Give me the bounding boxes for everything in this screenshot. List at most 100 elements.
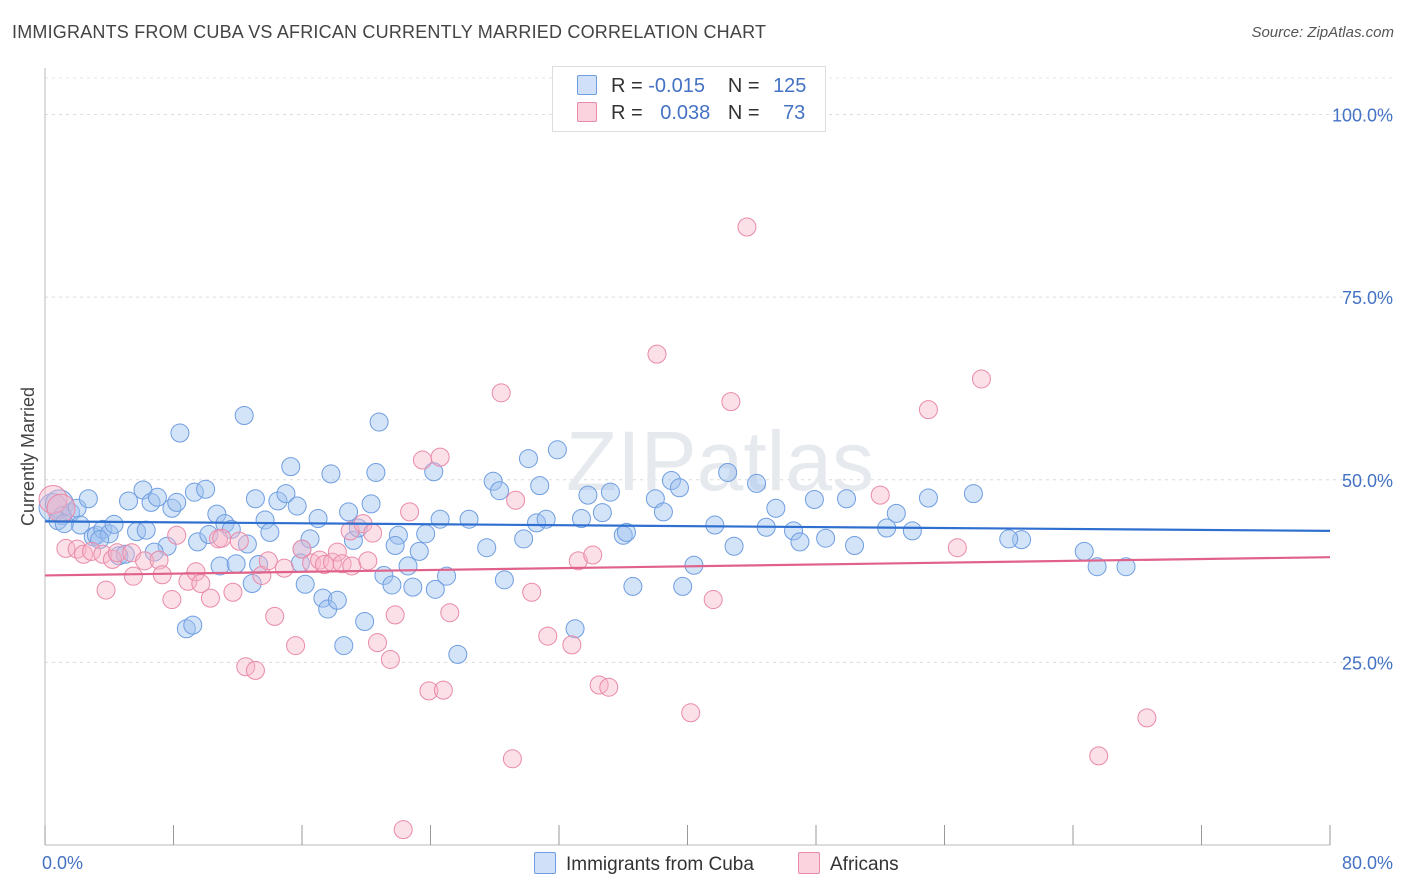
africans-point	[522, 582, 542, 602]
legend-n-label: N =	[727, 75, 760, 97]
cuba-point	[196, 479, 216, 499]
africans-point	[380, 649, 400, 669]
cuba-point	[490, 481, 510, 501]
cuba-point	[327, 590, 347, 610]
axes	[44, 68, 1331, 846]
data-points	[38, 217, 1157, 840]
cuba-point	[226, 554, 246, 574]
cuba-point	[425, 579, 445, 599]
cuba-point	[388, 525, 408, 545]
africans-point	[393, 820, 413, 840]
cuba-point	[547, 440, 567, 460]
cuba-point	[295, 574, 315, 594]
cuba-point	[361, 494, 381, 514]
cuba-point	[430, 509, 450, 529]
series-africans-points	[38, 217, 1157, 840]
cuba-point	[669, 478, 689, 498]
africans-point	[46, 493, 76, 523]
y-tick-label: 25.0%	[1342, 653, 1393, 673]
y-tick-label: 100.0%	[1332, 106, 1393, 126]
africans-point	[1137, 708, 1157, 728]
africans-point	[358, 551, 378, 571]
cuba-point	[199, 525, 219, 545]
cuba-trend-line	[44, 520, 1331, 532]
legend-swatch-africans	[577, 102, 597, 122]
cuba-point	[136, 520, 156, 540]
legend-row-cuba: R = -0.015 N = 125	[577, 75, 806, 99]
africans-point	[703, 590, 723, 610]
africans-point	[367, 633, 387, 653]
africans-point	[538, 626, 558, 646]
cuba-point	[766, 498, 786, 518]
africans-point	[433, 680, 453, 700]
series-legend-africans[interactable]: Africans	[798, 852, 899, 876]
series-swatch-africans	[798, 852, 820, 874]
cuba-point	[99, 524, 119, 544]
source-credit: Source: ZipAtlas.com	[1251, 24, 1394, 41]
cuba-point	[514, 529, 534, 549]
cuba-point	[355, 611, 375, 631]
cuba-point	[382, 575, 402, 595]
cuba-point	[242, 573, 262, 593]
cuba-point	[183, 615, 203, 635]
cuba-point	[313, 588, 333, 608]
axis-labels: 100.0% 75.0% 50.0% 25.0% 0.0% 80.0% Currently …	[18, 106, 1393, 873]
cuba-point	[167, 492, 187, 512]
africans-point	[149, 550, 169, 570]
africans-point	[491, 383, 511, 403]
africans-point	[647, 344, 667, 364]
cuba-point	[339, 502, 359, 522]
cuba-point	[398, 556, 418, 576]
legend-r-value: -0.015	[648, 75, 705, 97]
watermark: ZIPatlas	[566, 414, 874, 508]
cuba-point	[1074, 541, 1094, 561]
africans-point	[258, 551, 278, 571]
africans-point	[599, 677, 619, 697]
cuba-point	[530, 476, 550, 496]
africans-point	[918, 400, 938, 420]
cuba-point	[448, 644, 468, 664]
cuba-point	[109, 546, 129, 566]
legend-swatch-cuba	[577, 75, 597, 95]
africans-point	[430, 447, 450, 467]
cuba-point	[747, 473, 767, 493]
africans-point	[870, 485, 890, 505]
cuba-point	[409, 541, 429, 561]
cuba-point	[578, 485, 598, 505]
africans-point	[107, 543, 127, 563]
africans-point	[200, 588, 220, 608]
africans-point	[229, 531, 249, 551]
africans-point	[583, 545, 603, 565]
cuba-point	[234, 405, 254, 425]
africans-point	[971, 369, 991, 389]
africans-point	[412, 450, 432, 470]
cuba-point	[724, 536, 744, 556]
africans-point	[440, 603, 460, 623]
series-cuba-points	[38, 405, 1136, 664]
africans-point	[589, 675, 609, 695]
africans-point	[102, 549, 122, 569]
series-legend-cuba[interactable]: Immigrants from Cuba	[534, 852, 754, 876]
africans-point	[1089, 746, 1109, 766]
africans-point	[245, 660, 265, 680]
cuba-point	[255, 510, 275, 530]
africans-point	[167, 525, 187, 545]
cuba-point	[170, 423, 190, 443]
africans-point	[947, 538, 967, 558]
africans-point	[400, 502, 420, 522]
cuba-point	[245, 489, 265, 509]
cuba-point	[260, 522, 280, 542]
cuba-point	[804, 489, 824, 509]
cuba-point	[147, 487, 167, 507]
cuba-point	[673, 576, 693, 596]
cuba-point	[334, 636, 354, 656]
cuba-point	[902, 521, 922, 541]
cuba-point	[565, 619, 585, 639]
africans-point	[186, 562, 206, 582]
africans-point	[506, 490, 526, 510]
cuba-point	[494, 570, 514, 590]
africans-point	[681, 703, 701, 723]
africans-point	[236, 657, 256, 677]
cuba-point	[837, 489, 857, 509]
